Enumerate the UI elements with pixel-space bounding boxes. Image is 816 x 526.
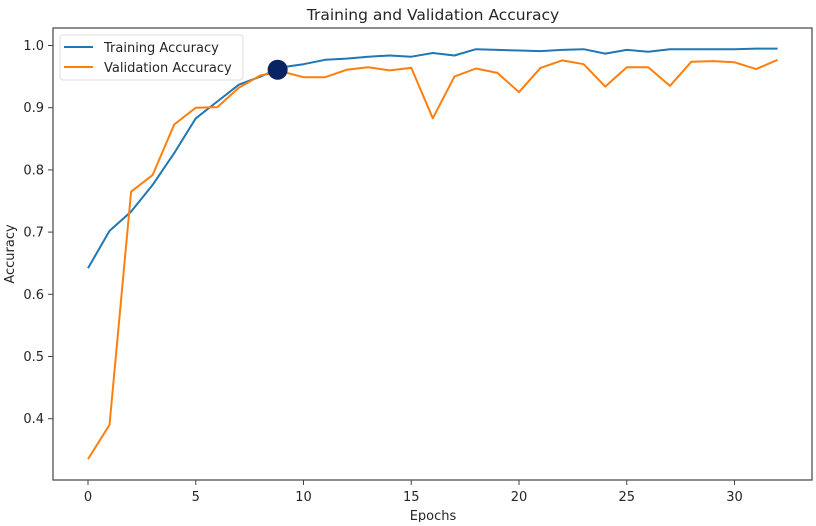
y-tick-label: 0.4 <box>23 412 44 427</box>
x-tick-label: 5 <box>192 490 200 505</box>
chart-title: Training and Validation Accuracy <box>306 6 559 24</box>
validation-accuracy-line <box>87 58 778 460</box>
y-axis-label: Accuracy <box>3 224 18 284</box>
legend-validation-label: Validation Accuracy <box>104 61 232 76</box>
x-tick-label: 10 <box>295 490 312 505</box>
x-axis-label: Epochs <box>410 509 457 522</box>
y-tick-label: 0.5 <box>23 350 44 365</box>
y-tick-label: 0.6 <box>23 288 44 303</box>
x-tick-label: 0 <box>84 490 92 505</box>
highlight-marker <box>267 59 288 80</box>
y-tick-label: 0.7 <box>23 226 44 241</box>
x-tick-label: 15 <box>403 490 420 505</box>
legend: Training Accuracy Validation Accuracy <box>59 34 244 81</box>
legend-training-label: Training Accuracy <box>103 41 219 56</box>
x-tick-label: 20 <box>511 490 528 505</box>
y-axis: 0.4 0.5 0.6 0.7 0.8 0.9 1.0 <box>23 39 53 427</box>
y-tick-label: 1.0 <box>23 39 44 54</box>
x-axis: 0 5 10 15 20 25 30 <box>84 480 743 505</box>
x-tick-label: 25 <box>618 490 635 505</box>
annotation-layer <box>267 59 288 80</box>
y-tick-label: 0.8 <box>23 163 44 178</box>
legend-box <box>59 34 244 81</box>
axes-frame <box>52 27 813 481</box>
y-tick-label: 0.9 <box>23 101 44 116</box>
training-accuracy-line <box>87 47 778 269</box>
x-tick-label: 30 <box>726 490 743 505</box>
plot-area <box>87 47 778 460</box>
